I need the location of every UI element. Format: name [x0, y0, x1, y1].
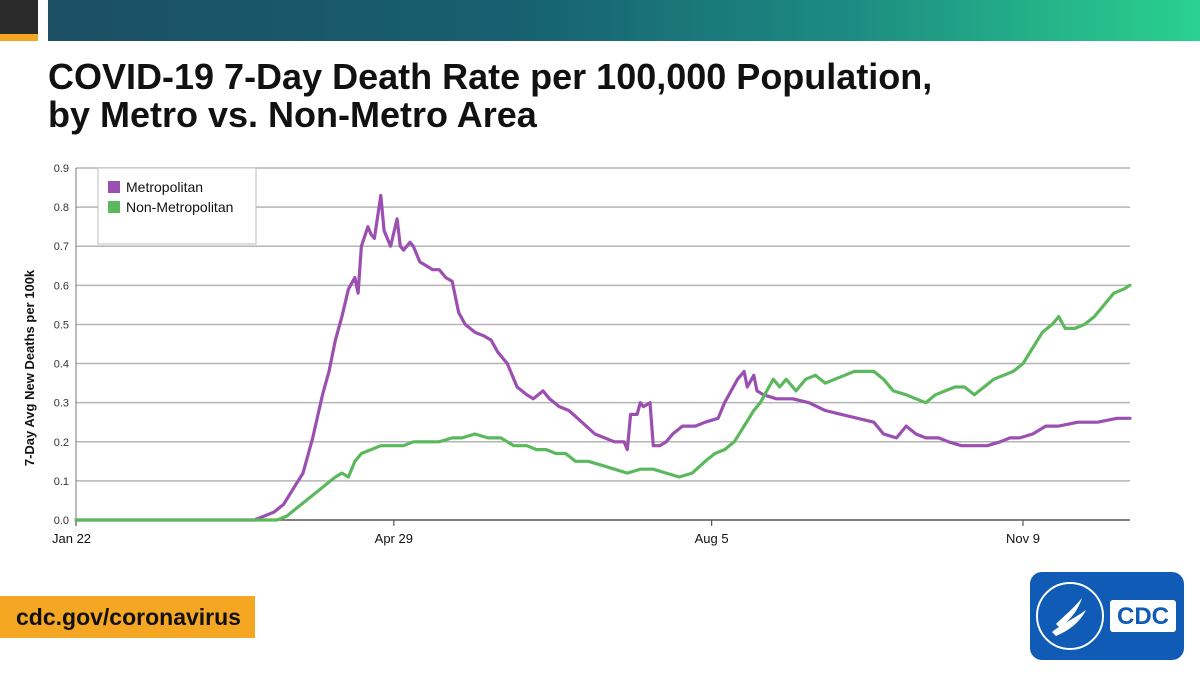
y-tick-label: 0.1	[54, 476, 69, 488]
x-tick-label: Nov 9	[1006, 531, 1040, 546]
y-tick-label: 0.7	[54, 241, 69, 253]
hhs-eagle-wing-icon	[1052, 610, 1086, 636]
hhs-seal-ring-icon	[1036, 582, 1104, 650]
cdc-logo: CDC	[1030, 572, 1184, 660]
y-tick-label: 0.8	[54, 202, 69, 214]
y-axis-label: 7-Day Avg New Deaths per 100k	[22, 269, 37, 466]
y-tick-label: 0.2	[54, 437, 69, 449]
header-accent-orange	[0, 34, 38, 41]
y-tick-label: 0.4	[54, 359, 69, 371]
page-title-line2: by Metro vs. Non-Metro Area	[48, 94, 537, 135]
chart-tick-labels: 0.0 0.1 0.2 0.3 0.4 0.5 0.6 0.7 0.8 0.9 Jan 22 Apr …	[52, 163, 1040, 546]
page-title-line1: COVID-19 7-Day Death Rate per 100,000 Po…	[48, 56, 933, 97]
chart-series	[74, 193, 1132, 522]
cdc-wordmark: CDC	[1117, 603, 1169, 630]
x-tick-label: Jan 22	[52, 531, 91, 546]
y-tick-label: 0.9	[54, 163, 69, 175]
legend-box	[97, 167, 257, 245]
header-accent-dark	[0, 0, 38, 34]
page-title: COVID-19 7-Day Death Rate per 100,000 Po…	[48, 58, 1168, 134]
y-tick-label: 0.5	[54, 319, 69, 331]
series-line-non-metropolitan	[74, 283, 1132, 522]
legend-swatch	[108, 201, 120, 213]
y-tick-label: 0.3	[54, 398, 69, 410]
series-line-metropolitan	[74, 193, 1132, 522]
chart-gridlines	[76, 167, 1130, 482]
x-tick-label: Apr 29	[375, 531, 413, 546]
footer-url-badge[interactable]: cdc.gov/coronavirus	[0, 596, 255, 638]
y-tick-label: 0.6	[54, 280, 69, 292]
y-tick-label: 0.0	[54, 515, 69, 527]
line-chart: 0.0 0.1 0.2 0.3 0.4 0.5 0.6 0.7 0.8 0.9 Jan 22 Apr …	[22, 163, 1132, 546]
chart-legend: Metropolitan Non-Metropolitan	[97, 167, 257, 245]
legend-swatch	[108, 181, 120, 193]
hhs-eagle-icon	[1056, 598, 1082, 628]
legend-label: Non-Metropolitan	[126, 199, 233, 215]
legend-label: Metropolitan	[126, 179, 203, 195]
cdc-wordmark-box	[1110, 600, 1176, 632]
x-tick-label: Aug 5	[695, 531, 729, 546]
header-gradient-bar	[48, 0, 1200, 41]
